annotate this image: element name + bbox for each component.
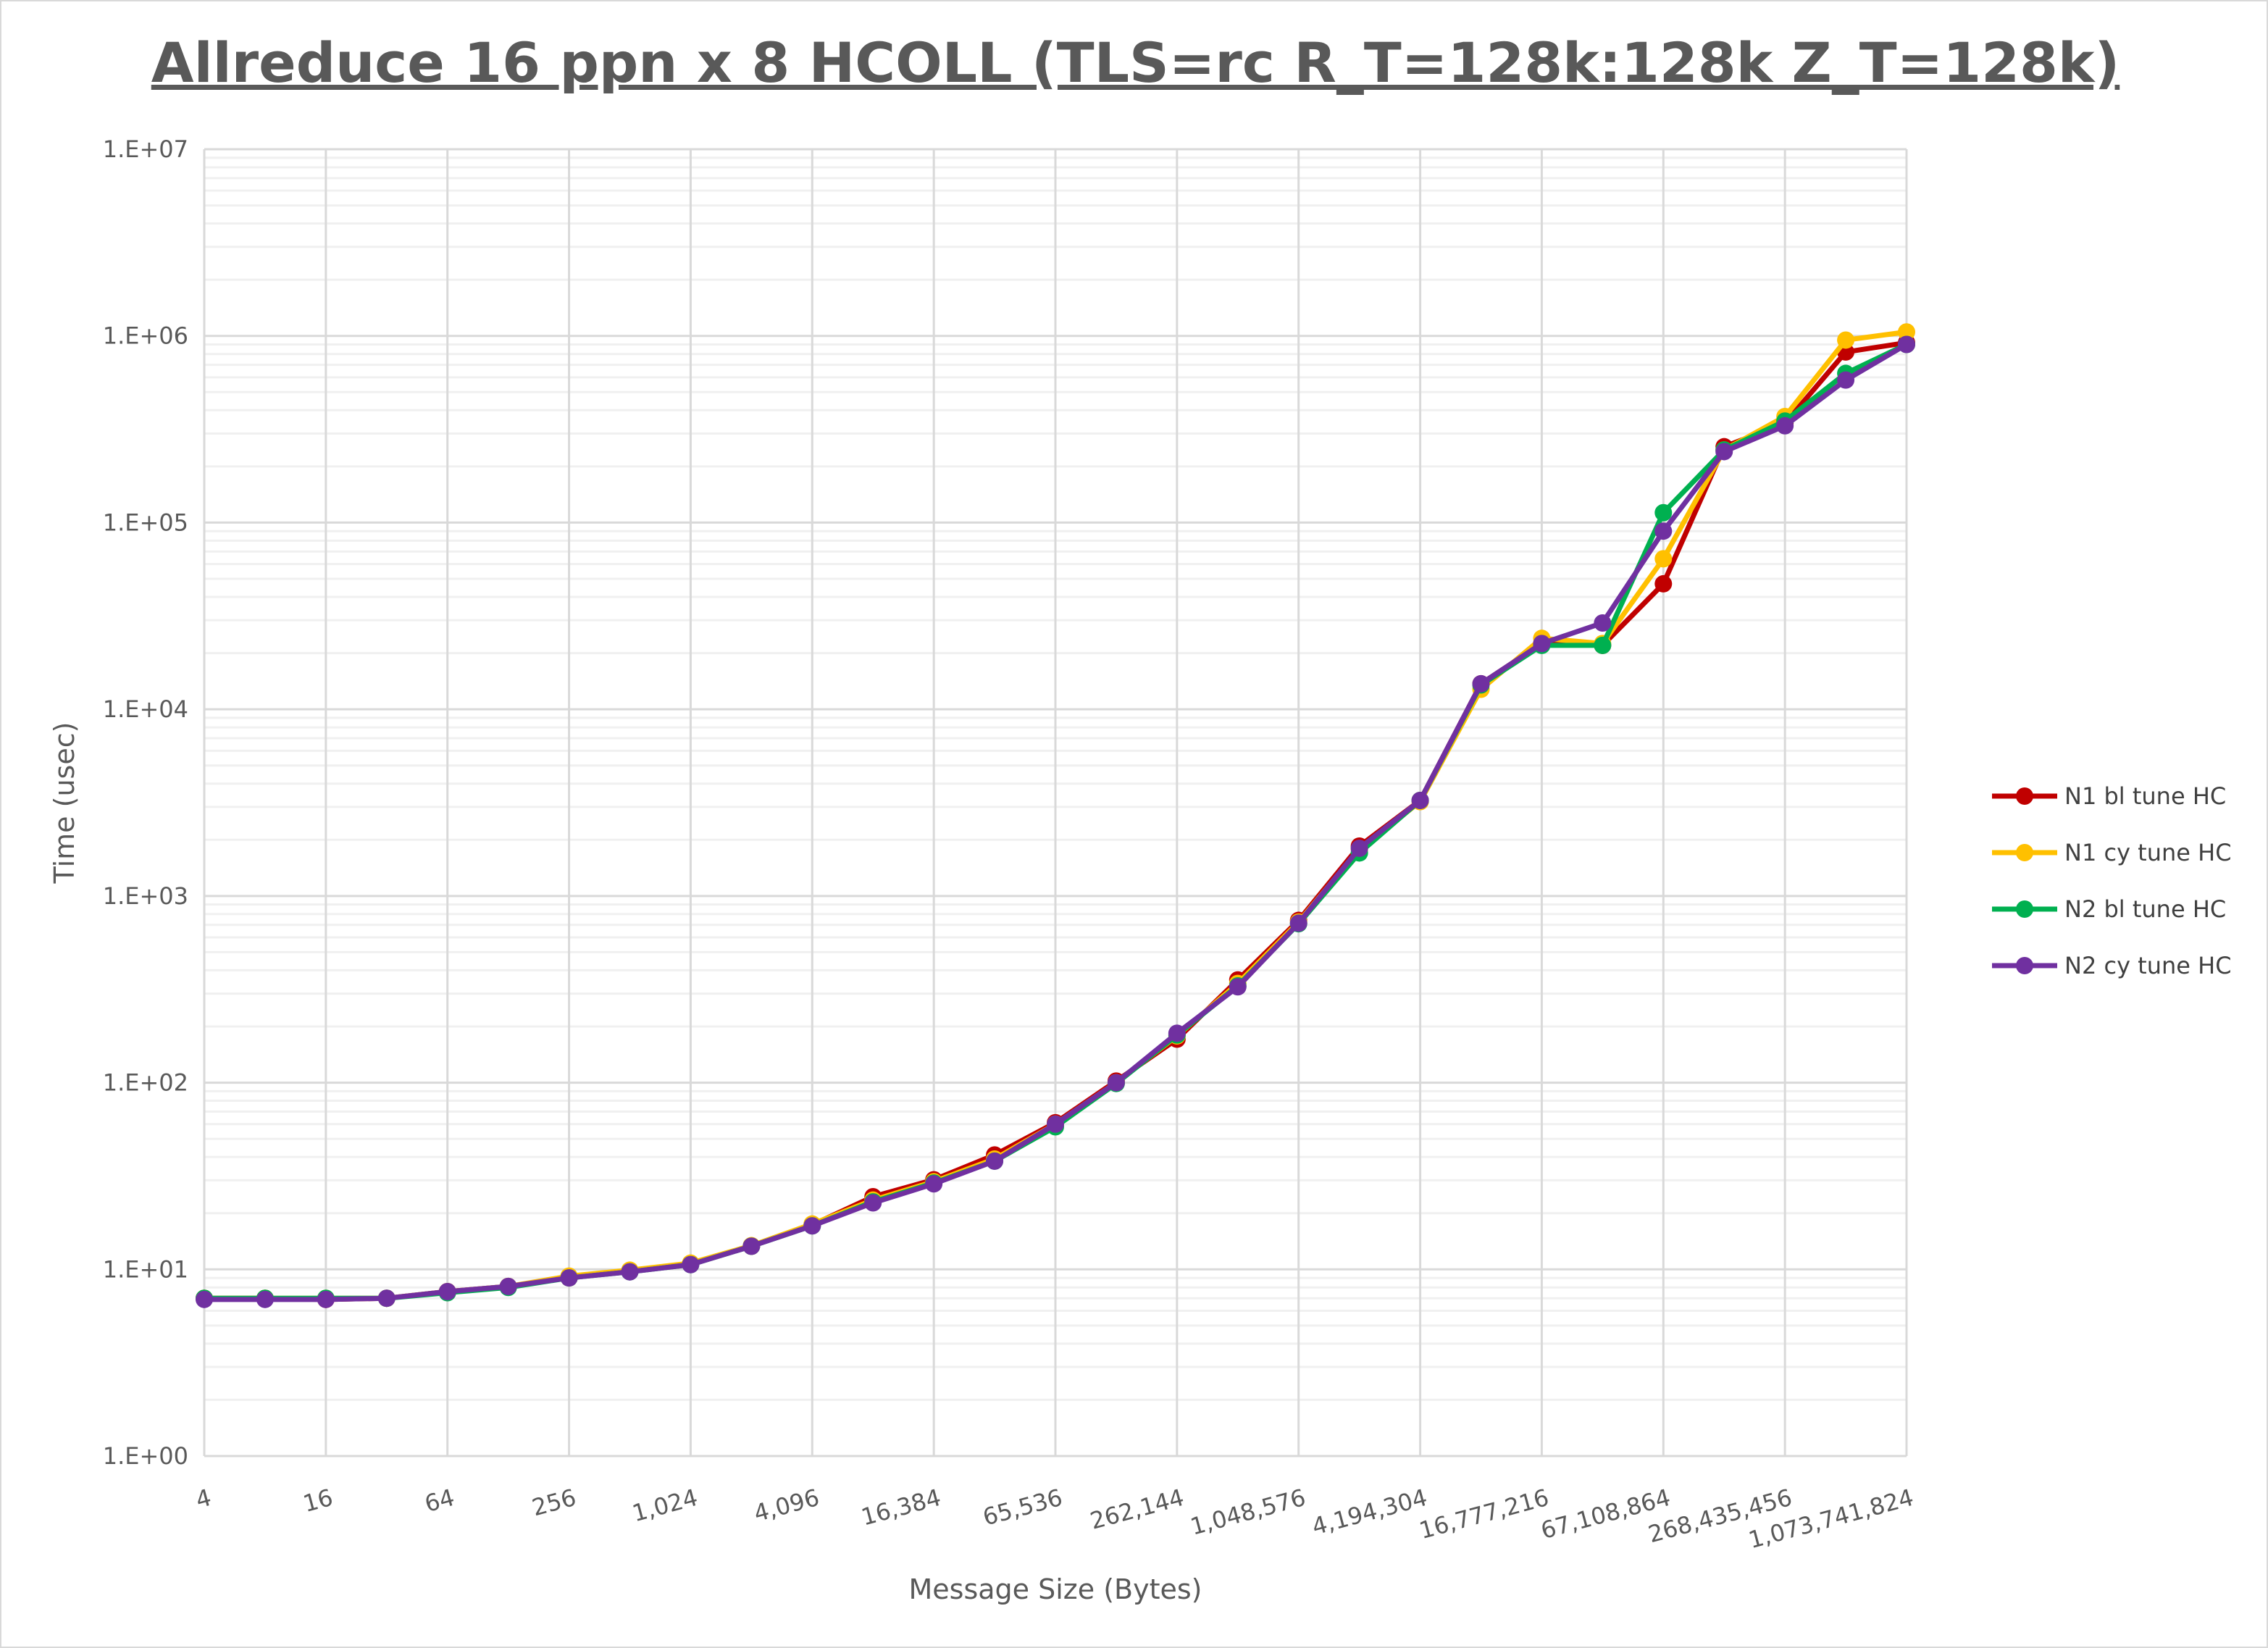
legend-marker (2016, 900, 2033, 918)
data-point (1411, 791, 1429, 809)
data-point (1472, 674, 1490, 693)
data-point (1898, 323, 1915, 341)
y-tick-label: 1.E+03 (103, 882, 188, 910)
y-tick-label: 1.E+07 (103, 135, 188, 163)
data-point (499, 1277, 517, 1295)
y-tick-label: 1.E+04 (103, 695, 188, 723)
data-point (986, 1152, 1004, 1170)
y-axis-label: Time (usec) (49, 722, 80, 884)
x-axis-label: Message Size (Bytes) (909, 1573, 1202, 1605)
chart-title: Allreduce 16 ppn x 8 HCOLL (TLS=rc R_T=1… (151, 30, 2120, 95)
legend-marker (2016, 844, 2033, 861)
y-tick-label: 1.E+00 (103, 1442, 188, 1470)
data-point (864, 1194, 882, 1212)
data-point (196, 1290, 213, 1308)
data-point (1715, 443, 1733, 461)
x-tick-label: 16 (300, 1484, 335, 1518)
data-point (1654, 503, 1673, 522)
x-tick-label: 1,024 (629, 1484, 700, 1527)
x-tick-label: 64 (422, 1484, 457, 1518)
data-point (560, 1269, 578, 1287)
data-point (1594, 636, 1612, 654)
y-tick-label: 1.E+05 (103, 509, 188, 536)
data-point (742, 1237, 761, 1255)
data-point (1654, 574, 1673, 593)
legend-label: N1 cy tune HC (2064, 839, 2232, 866)
data-point (1289, 914, 1307, 932)
x-tick-label: 256 (529, 1484, 579, 1522)
y-tick-label: 1.E+06 (103, 322, 188, 350)
data-point (682, 1255, 700, 1273)
data-point (377, 1289, 396, 1308)
data-point (256, 1290, 274, 1308)
data-point (1168, 1024, 1186, 1042)
x-tick-label: 4,096 (751, 1484, 822, 1527)
x-tick-label: 1,048,576 (1187, 1484, 1308, 1541)
data-point (803, 1217, 821, 1235)
data-point (1654, 550, 1673, 568)
data-point (1898, 335, 1915, 354)
y-tick-label: 1.E+02 (103, 1069, 188, 1097)
data-point (1047, 1115, 1064, 1133)
data-point (1654, 522, 1673, 540)
data-point (1350, 840, 1368, 858)
x-tick-label: 16,777,216 (1416, 1484, 1552, 1544)
legend-marker (2016, 957, 2033, 974)
legend-label: N2 cy tune HC (2064, 952, 2232, 979)
data-point (925, 1175, 943, 1193)
data-point (621, 1263, 639, 1281)
x-tick-label: 262,144 (1087, 1484, 1187, 1535)
data-point (1594, 614, 1612, 632)
legend-label: N2 bl tune HC (2064, 895, 2226, 923)
data-point (1229, 978, 1247, 996)
data-point (1837, 331, 1855, 349)
data-point (1533, 635, 1551, 653)
legend-label: N1 bl tune HC (2064, 782, 2226, 810)
data-point (317, 1290, 335, 1308)
x-tick-label: 65,536 (980, 1484, 1066, 1531)
x-tick-label: 4,194,304 (1309, 1484, 1430, 1541)
data-point (438, 1283, 456, 1301)
legend-marker (2016, 787, 2033, 805)
x-tick-label: 4 (193, 1484, 214, 1514)
y-tick-label: 1.E+01 (103, 1255, 188, 1283)
data-point (1837, 371, 1855, 389)
data-point (1776, 417, 1794, 435)
x-tick-label: 16,384 (858, 1484, 944, 1531)
data-point (1107, 1074, 1125, 1092)
